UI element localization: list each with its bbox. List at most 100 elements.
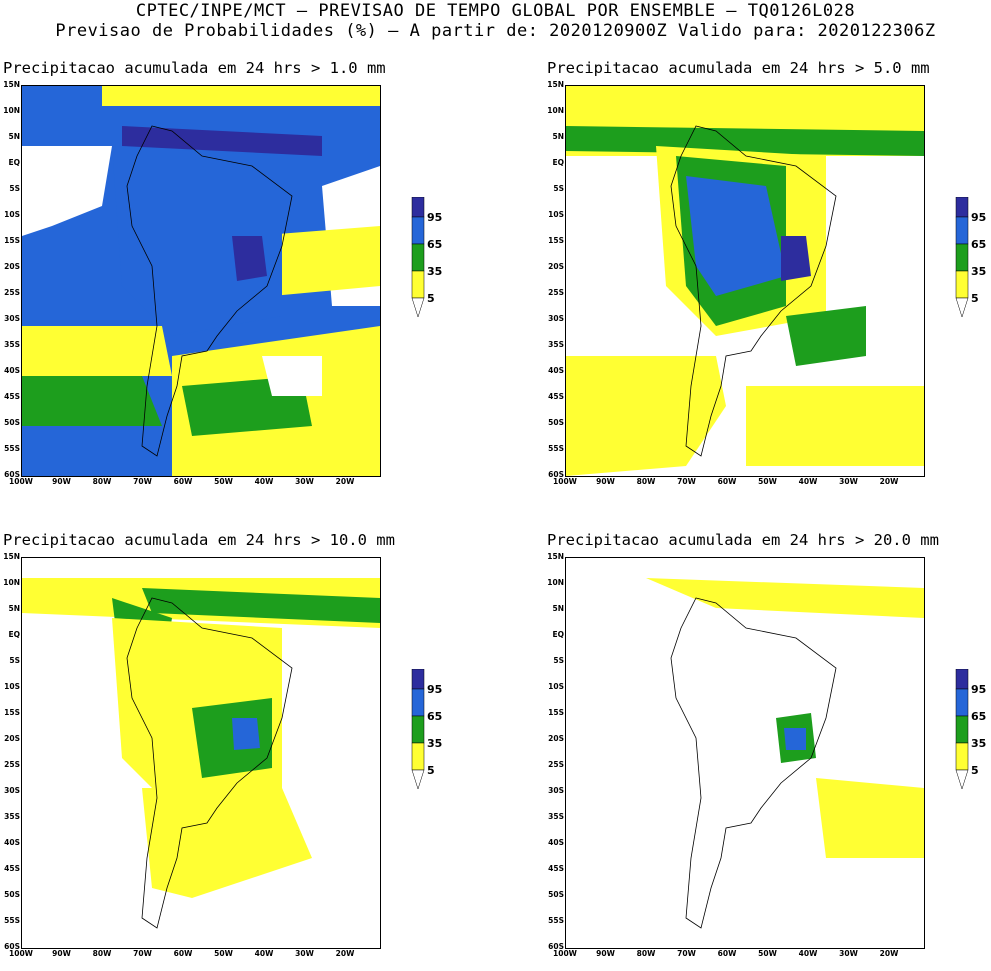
- map-panel-1mm: Precipitacao acumulada em 24 hrs > 1.0 m…: [3, 59, 463, 499]
- lat-tick-label: 40S: [548, 366, 564, 375]
- lat-tick-label: 40S: [4, 366, 20, 375]
- legend-label-5: 5: [971, 764, 979, 777]
- lon-tick-label: 100W: [9, 477, 33, 486]
- lat-tick-label: 20S: [4, 734, 20, 743]
- lat-tick-label: 15N: [547, 80, 564, 89]
- lon-tick-label: 90W: [52, 477, 71, 486]
- lat-tick-label: 15S: [548, 708, 564, 717]
- lat-tick-label: 5N: [552, 132, 565, 141]
- lon-tick-label: 30W: [839, 949, 858, 958]
- probability-map: [565, 557, 925, 949]
- lon-tick-label: 50W: [214, 477, 233, 486]
- lon-tick-label: 50W: [758, 477, 777, 486]
- lat-tick-label: EQ: [8, 158, 21, 167]
- lat-tick-label: 35S: [4, 812, 20, 821]
- lon-tick-label: 30W: [839, 477, 858, 486]
- lat-tick-label: 60S: [4, 470, 20, 479]
- probability-legend: 95 65 35 5: [408, 669, 468, 819]
- map-graphic: [566, 558, 924, 948]
- lat-tick-label: 40S: [548, 838, 564, 847]
- probability-map: [21, 557, 381, 949]
- lon-tick-label: 40W: [798, 949, 818, 958]
- lat-tick-label: 5N: [8, 132, 21, 141]
- lat-tick-label: 10N: [3, 578, 20, 587]
- lat-tick-label: 10S: [4, 682, 20, 691]
- figure-subtitle: Previsao de Probabilidades (%) – A parti…: [55, 21, 936, 41]
- lat-tick-label: 15S: [548, 236, 564, 245]
- lat-tick-label: 25S: [548, 288, 564, 297]
- lat-tick-label: 5S: [553, 656, 564, 665]
- lat-tick-label: 10S: [548, 682, 564, 691]
- lon-tick-label: 70W: [677, 949, 696, 958]
- lat-tick-label: EQ: [552, 158, 565, 167]
- lat-tick-label: 5N: [8, 604, 21, 613]
- lat-tick-label: 45S: [4, 864, 20, 873]
- lon-tick-label: 80W: [92, 949, 112, 958]
- lon-tick-label: 80W: [636, 477, 656, 486]
- lon-tick-label: 60W: [173, 477, 193, 486]
- lon-tick-label: 30W: [295, 477, 314, 486]
- lon-tick-label: 30W: [295, 949, 314, 958]
- lon-tick-label: 60W: [173, 949, 193, 958]
- probability-legend: 95 65 35 5: [408, 197, 468, 347]
- probability-map: [21, 85, 381, 477]
- lat-tick-label: 60S: [548, 470, 564, 479]
- figure-title: CPTEC/INPE/MCT – PREVISAO DE TEMPO GLOBA…: [135, 1, 856, 21]
- legend-label-95: 95: [971, 211, 987, 224]
- lat-tick-label: 25S: [4, 288, 20, 297]
- lon-tick-label: 80W: [92, 477, 112, 486]
- lat-tick-label: 15S: [4, 708, 20, 717]
- probability-legend: 95 65 35 5: [952, 197, 991, 347]
- lat-tick-label: 50S: [548, 418, 564, 427]
- lat-tick-label: 20S: [548, 734, 564, 743]
- panel-title: Precipitacao acumulada em 24 hrs > 20.0 …: [547, 531, 939, 549]
- lat-tick-label: 10S: [4, 210, 20, 219]
- legend-label-65: 65: [971, 710, 987, 723]
- lat-tick-label: 50S: [548, 890, 564, 899]
- lat-tick-label: 60S: [548, 942, 564, 951]
- lat-tick-label: 15N: [3, 80, 20, 89]
- lon-tick-label: 20W: [335, 477, 355, 486]
- lat-tick-label: 60S: [4, 942, 20, 951]
- lat-tick-label: 35S: [4, 340, 20, 349]
- lat-tick-label: 45S: [548, 864, 564, 873]
- lat-tick-label: 15N: [547, 552, 564, 561]
- lat-tick-label: 25S: [4, 760, 20, 769]
- legend-label-95: 95: [427, 683, 443, 696]
- lat-tick-label: 45S: [4, 392, 20, 401]
- lat-tick-label: 5S: [553, 184, 564, 193]
- lat-tick-label: 55S: [548, 916, 564, 925]
- lat-tick-label: 30S: [4, 314, 20, 323]
- lat-tick-label: 5S: [9, 184, 20, 193]
- legend-label-5: 5: [427, 764, 435, 777]
- map-graphic: [566, 86, 924, 476]
- lat-tick-label: 5N: [552, 604, 565, 613]
- lat-tick-label: 55S: [4, 444, 20, 453]
- lat-tick-label: 35S: [548, 340, 564, 349]
- map-graphic: [22, 86, 380, 476]
- map-panel-20mm: Precipitacao acumulada em 24 hrs > 20.0 …: [547, 531, 991, 971]
- lat-tick-label: 55S: [548, 444, 564, 453]
- lon-tick-label: 100W: [553, 949, 577, 958]
- lat-tick-label: 10N: [547, 578, 564, 587]
- lon-tick-label: 40W: [254, 477, 274, 486]
- lon-tick-label: 40W: [798, 477, 818, 486]
- legend-label-35: 35: [971, 737, 987, 750]
- lat-tick-label: 40S: [4, 838, 20, 847]
- panel-title: Precipitacao acumulada em 24 hrs > 5.0 m…: [547, 59, 930, 77]
- legend-label-35: 35: [427, 265, 443, 278]
- legend-label-65: 65: [427, 710, 443, 723]
- probability-legend: 95 65 35 5: [952, 669, 991, 819]
- legend-label-65: 65: [971, 238, 987, 251]
- lon-tick-label: 70W: [133, 477, 152, 486]
- probability-map: [565, 85, 925, 477]
- lon-tick-label: 60W: [717, 477, 737, 486]
- lat-tick-label: 15N: [3, 552, 20, 561]
- lat-tick-label: 5S: [9, 656, 20, 665]
- lon-tick-label: 100W: [553, 477, 577, 486]
- lat-tick-label: EQ: [552, 630, 565, 639]
- lat-tick-label: 35S: [548, 812, 564, 821]
- legend-label-35: 35: [971, 265, 987, 278]
- lat-tick-label: 30S: [4, 786, 20, 795]
- lat-tick-label: 25S: [548, 760, 564, 769]
